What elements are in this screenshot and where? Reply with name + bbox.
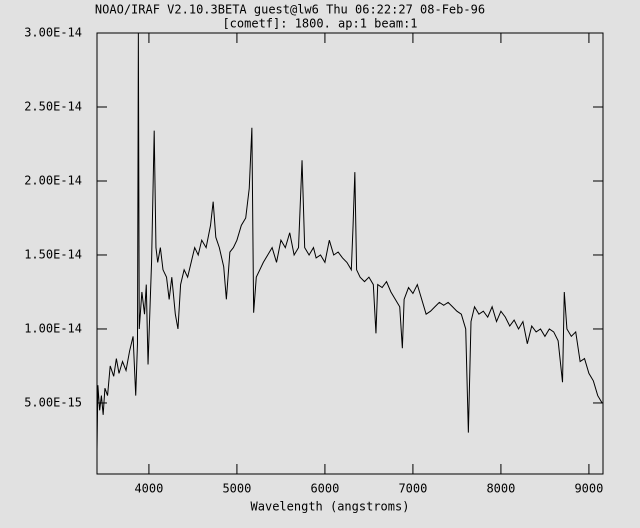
y-tick-label: 3.00E-14 [24, 26, 82, 40]
x-axis-label: Wavelength (angstroms) [251, 500, 410, 514]
x-tick-label: 7000 [398, 482, 427, 496]
chart-subtitle: [cometf]: 1800. ap:1 beam:1 [222, 17, 417, 31]
x-tick-label: 4000 [134, 482, 163, 496]
plot-frame [96, 32, 604, 475]
x-tick-label: 8000 [486, 482, 515, 496]
y-tick-label: 1.50E-14 [24, 247, 82, 261]
spectrum-line [96, 32, 603, 451]
x-tick-label: 9000 [574, 482, 603, 496]
chart-title: NOAO/IRAF V2.10.3BETA guest@lw6 Thu 06:2… [95, 3, 485, 17]
x-tick-label: 6000 [310, 482, 339, 496]
y-tick-label: 2.00E-14 [24, 173, 82, 187]
y-tick-label: 2.50E-14 [24, 99, 82, 113]
y-tick-label: 5.00E-15 [24, 395, 82, 409]
x-tick-label: 5000 [222, 482, 251, 496]
y-tick-label: 1.00E-14 [24, 321, 82, 335]
